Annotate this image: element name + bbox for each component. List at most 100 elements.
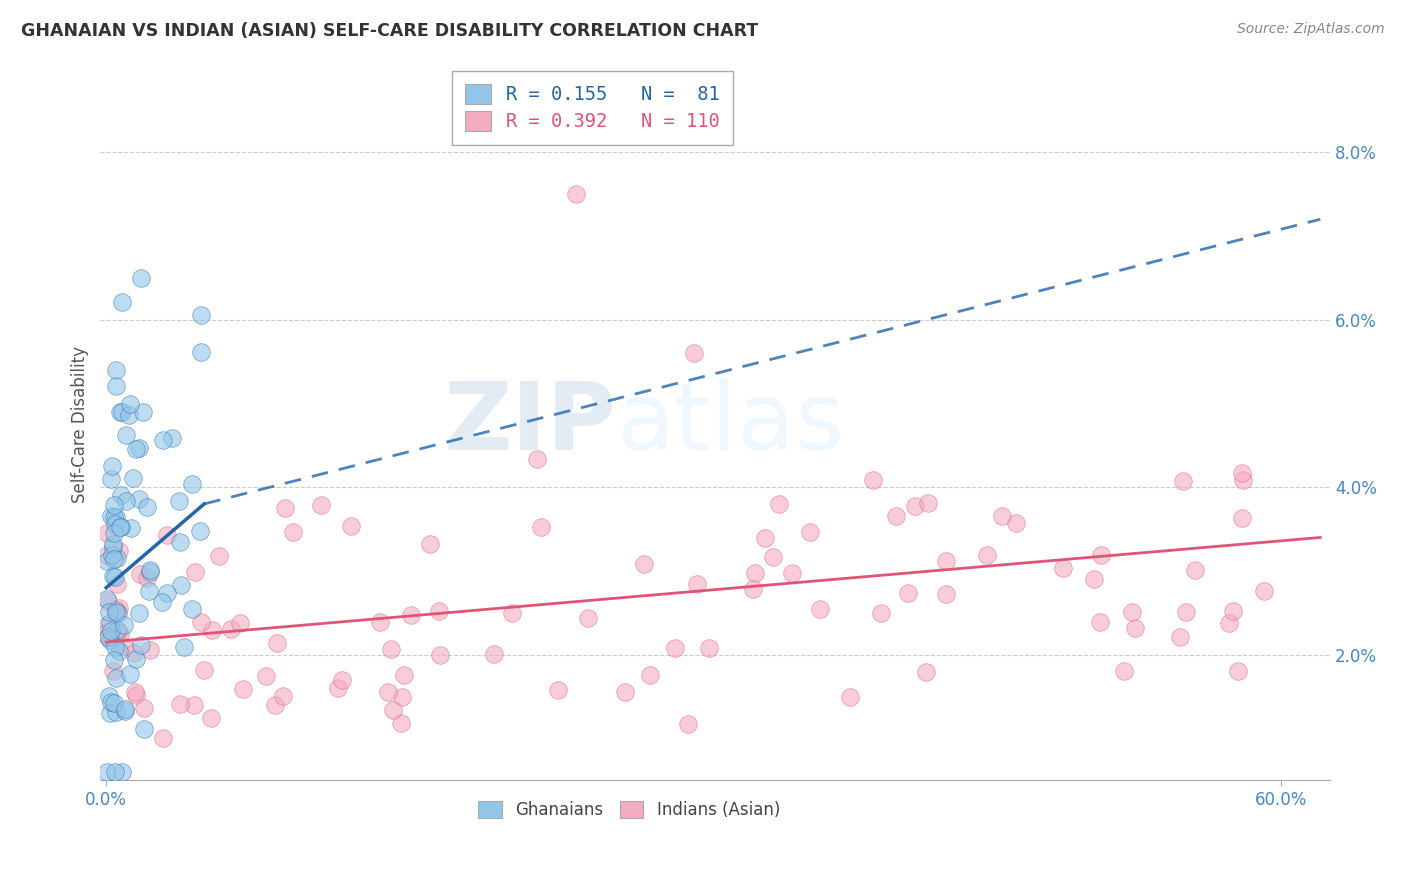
Point — [132, 405, 155, 419]
Point — [381, 703, 404, 717]
Point — [135, 571, 157, 585]
Point — [132, 701, 155, 715]
Point — [96, 625, 118, 640]
Point — [136, 500, 159, 514]
Point — [101, 569, 124, 583]
Point — [122, 646, 145, 660]
Point — [884, 508, 907, 523]
Point — [96, 548, 118, 562]
Point — [638, 668, 661, 682]
Point — [108, 405, 131, 419]
Point — [482, 648, 505, 662]
Point — [1175, 606, 1198, 620]
Point — [152, 433, 174, 447]
Point — [762, 549, 785, 564]
Point — [368, 615, 391, 629]
Point — [105, 671, 128, 685]
Point — [219, 622, 242, 636]
Point — [1123, 621, 1146, 635]
Point — [103, 652, 125, 666]
Point — [124, 685, 146, 699]
Point — [1184, 563, 1206, 577]
Point — [429, 648, 451, 662]
Point — [1222, 604, 1244, 618]
Point — [744, 566, 766, 581]
Point — [184, 566, 207, 580]
Point — [98, 706, 121, 721]
Point — [125, 651, 148, 665]
Point — [105, 379, 128, 393]
Point — [1232, 473, 1254, 487]
Point — [120, 521, 142, 535]
Point — [1253, 583, 1275, 598]
Point — [104, 706, 127, 720]
Point — [173, 640, 195, 655]
Point — [112, 617, 135, 632]
Point — [768, 497, 790, 511]
Point — [190, 308, 212, 322]
Point — [188, 524, 211, 538]
Point — [103, 498, 125, 512]
Point — [799, 524, 821, 539]
Point — [281, 524, 304, 539]
Point — [208, 549, 231, 564]
Point — [104, 509, 127, 524]
Point — [526, 451, 548, 466]
Point — [128, 607, 150, 621]
Point — [96, 554, 118, 568]
Point — [232, 681, 254, 696]
Point — [105, 623, 128, 637]
Point — [991, 509, 1014, 524]
Point — [107, 624, 129, 638]
Point — [547, 682, 569, 697]
Point — [614, 685, 637, 699]
Point — [110, 520, 132, 534]
Point — [103, 510, 125, 524]
Point — [96, 525, 118, 540]
Point — [117, 408, 139, 422]
Point — [332, 673, 354, 687]
Point — [328, 681, 350, 695]
Point — [676, 717, 699, 731]
Point — [427, 604, 450, 618]
Point — [98, 632, 121, 647]
Point — [156, 585, 179, 599]
Point — [808, 601, 831, 615]
Point — [103, 696, 125, 710]
Point — [115, 493, 138, 508]
Point — [254, 668, 277, 682]
Point — [274, 501, 297, 516]
Point — [193, 663, 215, 677]
Point — [104, 603, 127, 617]
Point — [105, 551, 128, 566]
Point — [682, 346, 704, 360]
Point — [103, 552, 125, 566]
Point — [501, 606, 523, 620]
Point — [1227, 664, 1250, 678]
Point — [1088, 615, 1111, 629]
Point — [111, 405, 134, 419]
Point — [904, 499, 927, 513]
Point — [98, 690, 121, 704]
Point — [1230, 511, 1253, 525]
Legend: Ghanaians, Indians (Asian): Ghanaians, Indians (Asian) — [472, 794, 786, 825]
Point — [169, 697, 191, 711]
Point — [139, 642, 162, 657]
Point — [104, 570, 127, 584]
Point — [686, 577, 709, 591]
Point — [377, 684, 399, 698]
Point — [170, 578, 193, 592]
Point — [105, 603, 128, 617]
Point — [104, 764, 127, 779]
Text: Source: ZipAtlas.com: Source: ZipAtlas.com — [1237, 22, 1385, 37]
Point — [128, 441, 150, 455]
Point — [664, 641, 686, 656]
Point — [100, 695, 122, 709]
Point — [124, 442, 146, 456]
Point — [156, 527, 179, 541]
Point — [101, 537, 124, 551]
Point — [1090, 548, 1112, 562]
Point — [1121, 606, 1143, 620]
Point — [96, 764, 118, 779]
Point — [1173, 475, 1195, 489]
